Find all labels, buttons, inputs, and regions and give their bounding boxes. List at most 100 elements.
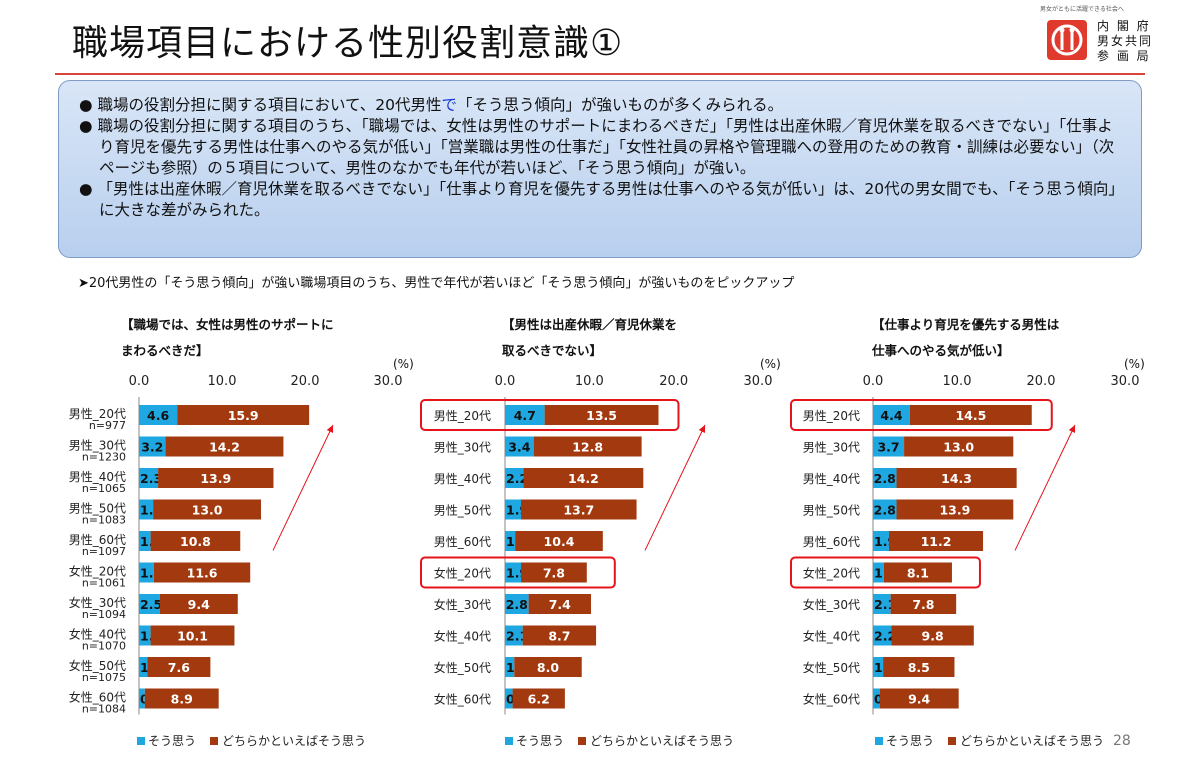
data-label: 2.2 <box>506 471 528 486</box>
data-label: 10.4 <box>544 534 575 549</box>
chart-2-title-line-1: 【男性は出産休暇／育児休業を <box>502 317 678 332</box>
logo-line-1: 内 閣 府 <box>1097 19 1151 33</box>
summary-bullet-1-text-a: 職場の役割分担に関する項目において、20代男性 <box>97 96 442 114</box>
chart-2-title: 【男性は出産休暇／育児休業を 取るべきでない】 <box>502 312 677 364</box>
data-label: 2.5 <box>140 597 162 612</box>
trend-arrow-head-icon <box>698 425 706 433</box>
data-label: 4.6 <box>147 408 169 423</box>
bar-so-omou <box>139 531 151 551</box>
bar-so-omou <box>505 562 522 583</box>
chart-1-title: 【職場では、女性は男性のサポートに まわるべきだ】 <box>121 312 334 364</box>
bar-so-omou <box>139 499 154 520</box>
data-label: 11.2 <box>921 534 952 549</box>
bar-so-omou <box>139 657 148 677</box>
x-tick-label: 10.0 <box>943 374 972 389</box>
data-label: 14.2 <box>209 440 240 455</box>
bar-dochiraka <box>177 405 310 425</box>
category-label: 女性_50代 <box>434 660 491 675</box>
trend-arrow-line <box>272 424 334 551</box>
category-label: 男性_40代 <box>803 472 860 486</box>
chart-3-unit: (%) <box>1124 357 1145 371</box>
bar-so-omou <box>505 468 524 488</box>
bar-dochiraka <box>153 562 251 583</box>
bar-so-omou <box>873 499 897 520</box>
x-tick-label: 20.0 <box>1027 374 1056 389</box>
category-label: 男性_60代 <box>434 535 491 549</box>
data-label: 9.8 <box>922 629 944 644</box>
data-label: 7.8 <box>543 566 565 581</box>
bar-dochiraka <box>888 531 984 551</box>
chart-3-svg: 0.0 10.0 20.0 30.0 男性_20代 4.4 14.5 男性_30代 3.7 13.… <box>790 374 1140 748</box>
logo-line-3: 参 画 局 <box>1097 49 1151 63</box>
category-label: 男性_50代 <box>434 504 491 518</box>
data-label: 3.4 <box>508 440 530 455</box>
chart-2-unit: (%) <box>760 357 781 371</box>
highlight-box <box>420 556 616 589</box>
bar-dochiraka <box>514 657 582 677</box>
data-label: 3.2 <box>141 440 163 455</box>
category-label: 女性_40代 <box>69 627 126 642</box>
legend-label-so-omou: そう思う <box>886 734 934 748</box>
n-label: n=977 <box>89 419 126 432</box>
bar-so-omou <box>505 657 515 677</box>
x-tick-label: 20.0 <box>291 374 320 389</box>
bar-so-omou <box>505 436 534 457</box>
bar-so-omou <box>139 562 154 583</box>
category-label: 女性_20代 <box>434 566 491 581</box>
category-label: 男性_50代 <box>69 502 126 516</box>
bar-dochiraka <box>147 657 211 677</box>
data-label: 8.0 <box>537 660 559 675</box>
trend-arrow-line <box>644 424 706 551</box>
bar-dochiraka <box>165 436 284 457</box>
category-label: 男性_30代 <box>69 439 126 453</box>
bar-dochiraka <box>150 531 241 551</box>
x-tick-label: 10.0 <box>208 374 237 389</box>
bar-so-omou <box>505 625 523 646</box>
bar-dochiraka <box>515 531 603 551</box>
category-label: 女性_60代 <box>434 692 491 707</box>
summary-box: ● 職場の役割分担に関する項目において、20代男性で「そう思う傾向」が強いものが… <box>58 80 1142 258</box>
n-label: n=1061 <box>82 577 126 590</box>
data-label: 8.9 <box>171 692 193 707</box>
summary-bullet-3-text: 「男性は出産休暇／育児休業を取るべきでない」「仕事より育児を優先する男性は仕事へ… <box>97 180 1117 219</box>
highlight-box <box>790 556 981 589</box>
chart-2-title-line-2: 取るべきでない】 <box>502 343 603 358</box>
bar-so-omou <box>505 405 545 425</box>
legend-label-so-omou: そう思う <box>148 734 196 748</box>
bar-dochiraka <box>144 688 219 709</box>
n-label: n=1084 <box>82 703 126 716</box>
data-label: 14.5 <box>955 408 986 423</box>
bar-so-omou <box>505 531 516 551</box>
chart-panel-3: 【仕事より育児を優先する男性は 仕事へのやる気が低い】 (%) 0.0 10.0 2… <box>790 300 1170 754</box>
chart-3-title: 【仕事より育児を優先する男性は 仕事へのやる気が低い】 <box>872 312 1059 364</box>
summary-bullet-3: ● 「男性は出産休暇／育児休業を取るべきでない」「仕事より育児を優先する男性は仕… <box>79 180 1117 219</box>
category-label: 男性_40代 <box>434 472 491 486</box>
bar-dochiraka <box>891 625 974 646</box>
data-label: 2.8 <box>874 503 896 518</box>
bar-so-omou <box>873 594 891 614</box>
data-label: 13.9 <box>939 503 970 518</box>
bar-dochiraka <box>904 436 1014 457</box>
logo-tagline: 男女がともに活躍できる社会へ <box>1040 6 1124 13</box>
data-label: 2.8 <box>506 597 528 612</box>
bar-so-omou <box>873 531 889 551</box>
data-label: 6.2 <box>528 692 550 707</box>
bar-so-omou <box>873 436 905 457</box>
x-tick-label: 30.0 <box>1111 374 1140 389</box>
data-label: 11.6 <box>187 566 218 581</box>
category-label: 男性_30代 <box>803 441 860 455</box>
bar-dochiraka <box>544 405 659 425</box>
bar-so-omou <box>505 688 513 709</box>
summary-bullet-2: ● 職場の役割分担に関する項目のうち、「職場では、女性は男性のサポートにまわるべ… <box>79 117 1115 177</box>
x-tick-label: 30.0 <box>374 374 403 389</box>
n-label: n=1065 <box>82 482 126 495</box>
bar-so-omou <box>139 468 159 488</box>
data-label: 2.1 <box>506 629 528 644</box>
data-label: 13.5 <box>586 408 617 423</box>
n-label: n=1070 <box>82 640 126 653</box>
bar-so-omou <box>873 688 880 709</box>
x-tick-label: 30.0 <box>744 374 773 389</box>
x-tick-label: 20.0 <box>659 374 688 389</box>
category-label: 男性_50代 <box>803 504 860 518</box>
